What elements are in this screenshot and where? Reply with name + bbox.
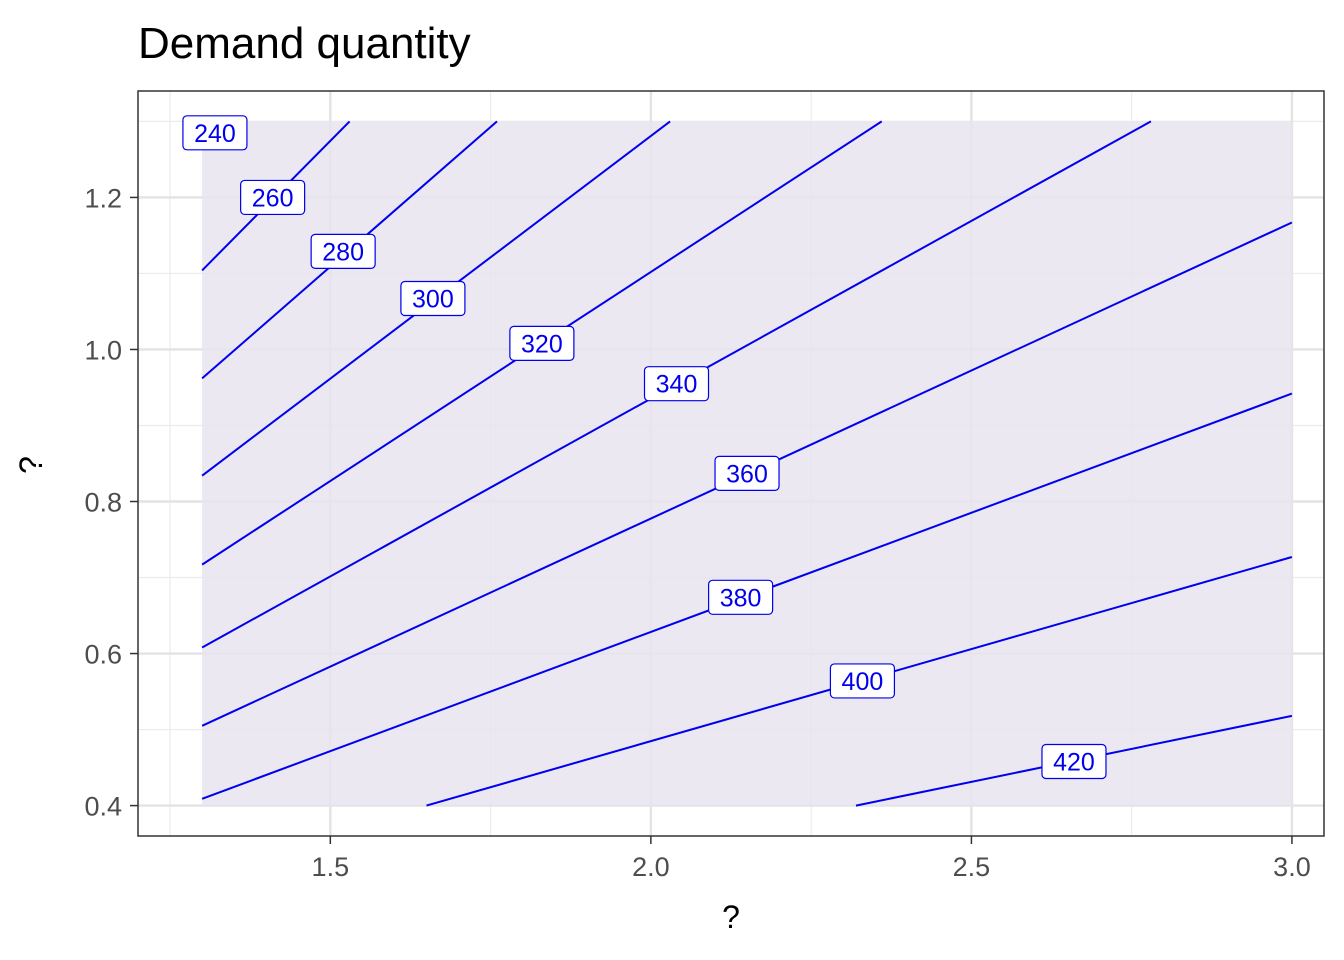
contour-label-text: 400 (842, 668, 884, 696)
x-tick-label: 2.5 (953, 852, 991, 882)
contour-label-box (310, 233, 376, 270)
contour-label-text: 240 (194, 120, 236, 148)
y-tick-label: 0.8 (84, 488, 122, 518)
contour-label-text: 320 (521, 330, 563, 358)
contour-label-text: 340 (656, 371, 698, 399)
contour-label-box (708, 579, 774, 615)
contour-label-text: 360 (726, 460, 768, 488)
y-tick-label: 0.6 (84, 640, 122, 670)
contour-label-box (714, 455, 780, 491)
contour-label-380: 380 (708, 579, 774, 615)
contour-label-box (182, 115, 248, 151)
contour-label-360: 360 (714, 455, 780, 491)
y-axis: 0.4 0.6 0.8 1.0 1.2 (84, 183, 138, 822)
x-tick-label: 2.0 (632, 852, 670, 882)
contour-label-text: 380 (720, 584, 762, 612)
y-axis-title: ? (13, 456, 49, 474)
contour-label-400: 400 (829, 663, 896, 699)
contour-label-box (829, 663, 896, 699)
contour-label-340: 340 (643, 366, 710, 402)
y-tick-label: 0.4 (84, 792, 122, 822)
contour-label-text: 260 (252, 184, 294, 212)
contour-label-box (643, 366, 710, 402)
panel-border (137, 90, 1325, 837)
chart-title: Demand quantity (138, 19, 471, 68)
contour-labels: 240 260 280 300 320 340 360 380 400 420 (182, 115, 1107, 780)
y-tick-label: 1.0 (84, 335, 122, 365)
contour-label-420: 420 (1041, 743, 1107, 780)
contour-label-box (240, 179, 306, 216)
x-axis: 1.5 2.0 2.5 3.0 (312, 836, 1311, 882)
contour-label-text: 300 (412, 286, 454, 314)
x-tick-label: 3.0 (1273, 852, 1311, 882)
contour-label-240: 240 (182, 115, 248, 151)
y-tick-label: 1.2 (84, 183, 122, 213)
contour-label-box (1041, 743, 1107, 780)
contour-label-300: 300 (400, 280, 466, 317)
contour-label-text: 280 (322, 238, 364, 266)
contour-label-text: 420 (1053, 749, 1095, 777)
contour-label-box (400, 280, 466, 317)
contour-label-320: 320 (509, 325, 575, 361)
contour-label-260: 260 (240, 179, 306, 216)
contour-label-280: 280 (310, 233, 376, 270)
x-axis-title: ? (722, 899, 740, 935)
x-tick-label: 1.5 (312, 852, 350, 882)
contour-label-box (509, 325, 575, 361)
